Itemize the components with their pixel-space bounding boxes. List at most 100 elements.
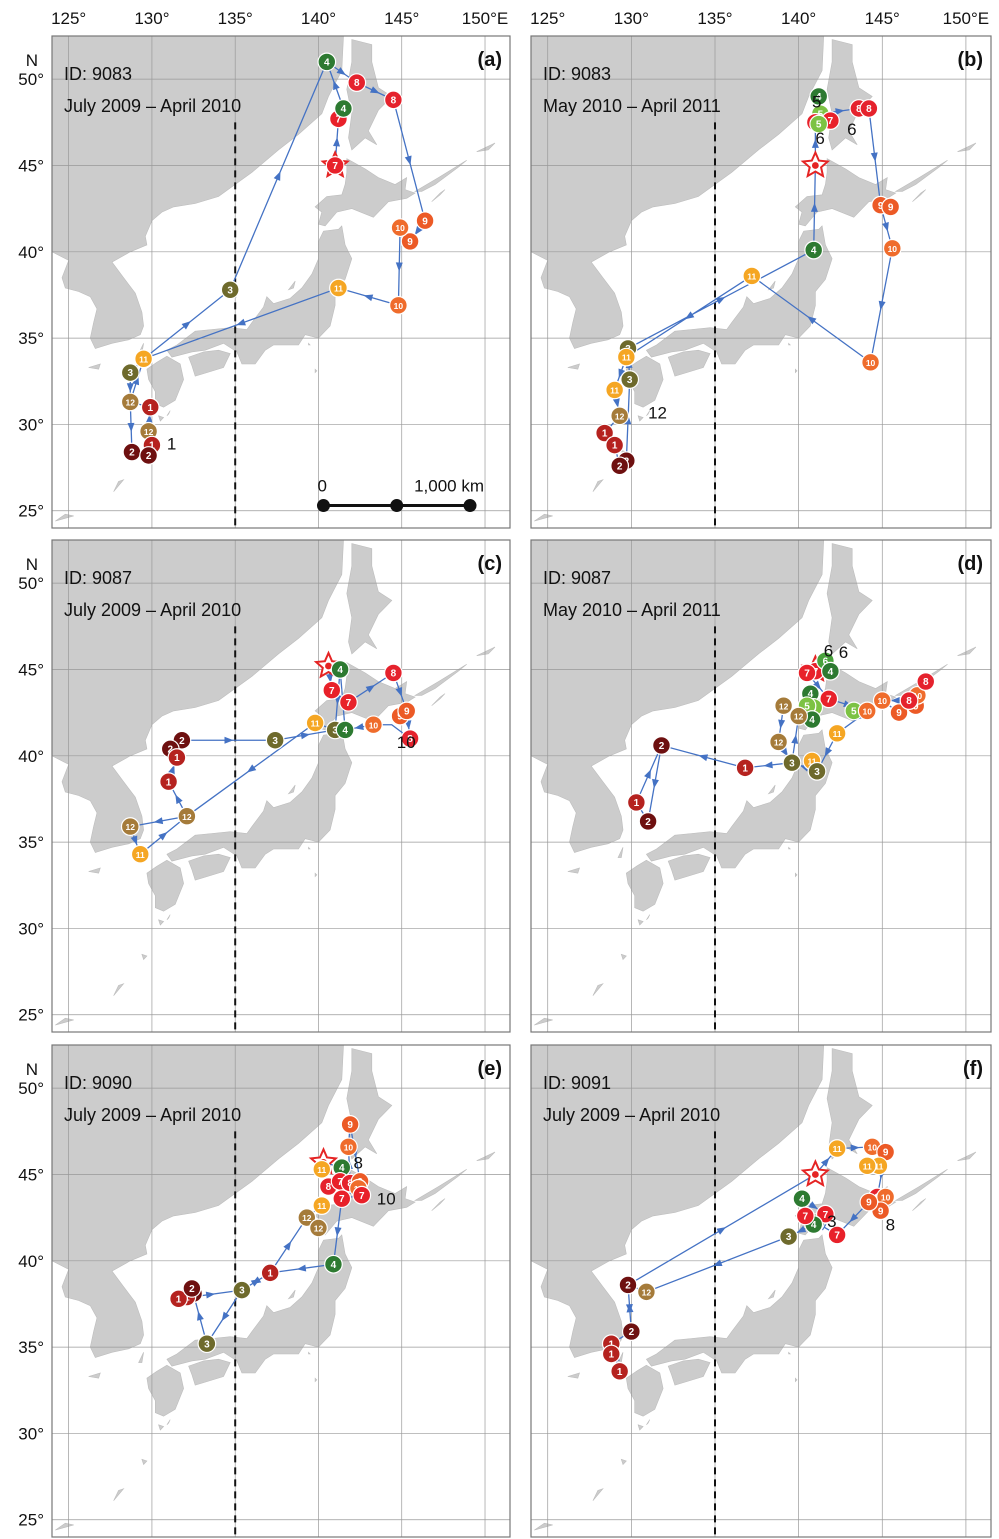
latitude-label: 25°	[18, 502, 44, 521]
month-marker	[621, 1322, 641, 1341]
month-number: 12	[144, 427, 154, 437]
month-marker	[789, 706, 809, 726]
month-marker	[329, 278, 348, 298]
land-shape	[431, 189, 446, 202]
direction-arrow	[780, 747, 789, 757]
month-marker	[610, 406, 630, 426]
land-shape	[957, 142, 977, 152]
land-shape	[767, 784, 776, 795]
month-number: 2	[645, 817, 651, 828]
month-marker	[807, 761, 827, 781]
land-shape	[794, 158, 897, 227]
direction-arrow	[127, 422, 135, 432]
direction-arrow	[716, 1227, 727, 1235]
month-number: 9	[896, 708, 902, 719]
month-number: 9	[866, 1198, 872, 1209]
land-shape	[637, 1424, 644, 1431]
month-number: 4	[339, 1163, 345, 1174]
month-annotation: 6	[815, 129, 824, 148]
panel-frame	[530, 35, 992, 529]
release-point	[811, 1171, 819, 1178]
direction-arrow	[812, 680, 822, 690]
scale-end-label: 1,000 km	[414, 477, 484, 496]
month-number: 4	[811, 1220, 817, 1231]
land-shape	[534, 1017, 553, 1026]
month-number: 4	[816, 92, 822, 103]
tracking-period-label: July 2009 – April 2010	[64, 1105, 241, 1125]
month-marker	[881, 197, 901, 217]
land-shape	[667, 853, 711, 881]
land-shape	[146, 859, 184, 912]
month-marker	[857, 1156, 877, 1176]
month-marker	[330, 660, 350, 679]
land-shape	[188, 349, 231, 377]
month-number: 8	[906, 696, 912, 707]
land-shape	[346, 543, 393, 655]
month-markers: 477899810341132211121211	[120, 660, 420, 864]
land-shape	[287, 784, 296, 795]
month-number: 11	[139, 354, 148, 364]
month-number: 4	[337, 665, 343, 676]
land-shape	[166, 914, 171, 921]
direction-arrow	[283, 1241, 292, 1251]
month-number: 4	[324, 57, 330, 68]
month-number: 7	[826, 694, 832, 705]
month-marker	[167, 748, 187, 767]
animal-id-label: ID: 9083	[64, 64, 132, 84]
land-shape	[894, 1169, 948, 1201]
latitude-label: 25°	[18, 1511, 44, 1530]
direction-arrow	[333, 137, 341, 147]
month-marker	[312, 1196, 332, 1215]
month-number: 7	[346, 698, 352, 709]
month-number: 12	[314, 1224, 324, 1234]
land-shape	[625, 1364, 664, 1417]
north-label: N	[26, 1060, 38, 1079]
land-shape	[158, 1424, 165, 1431]
month-number: 12	[302, 1213, 312, 1223]
land-shape	[788, 846, 792, 850]
month-number: 2	[129, 448, 135, 459]
month-number: 11	[311, 719, 320, 729]
month-number: 11	[610, 385, 619, 395]
month-marker	[120, 392, 140, 412]
month-marker	[139, 446, 158, 465]
month-marker	[400, 729, 420, 748]
direction-arrow	[168, 764, 175, 775]
direction-arrow	[791, 734, 799, 744]
month-marker	[325, 156, 345, 175]
land-shape	[188, 1358, 231, 1386]
month-marker	[821, 661, 840, 681]
direction-arrow	[250, 1278, 261, 1287]
direction-arrow	[778, 719, 786, 729]
month-marker	[415, 211, 435, 231]
land-shape	[166, 1419, 171, 1426]
month-number: 10	[881, 1193, 891, 1203]
direction-arrow	[763, 761, 773, 769]
direction-arrow	[221, 1311, 230, 1322]
month-number: 8	[866, 104, 872, 115]
land-shape	[531, 36, 825, 349]
month-number: 5	[851, 707, 857, 718]
direction-arrow	[369, 86, 380, 94]
month-number: 9	[878, 201, 884, 212]
month-marker	[134, 349, 154, 369]
month-marker	[317, 52, 337, 72]
month-number: 1	[174, 753, 180, 764]
month-marker	[324, 1254, 343, 1274]
month-marker	[182, 1279, 202, 1298]
animal-id-label: ID: 9090	[64, 1073, 132, 1093]
direction-arrow	[712, 1259, 723, 1267]
month-marker	[637, 1282, 656, 1302]
direction-arrow	[130, 835, 138, 846]
latitude-label: 30°	[18, 919, 44, 938]
month-number: 9	[888, 203, 894, 214]
month-marker	[334, 99, 353, 118]
month-number: 3	[127, 368, 133, 379]
land-shape	[414, 160, 467, 192]
tracking-period-label: July 2009 – April 2010	[64, 96, 241, 116]
month-marker	[130, 844, 150, 864]
month-marker	[140, 397, 160, 417]
month-number: 9	[878, 1206, 884, 1217]
map-panel-b: 457758899101041131111312112256612ID: 908…	[530, 35, 992, 529]
